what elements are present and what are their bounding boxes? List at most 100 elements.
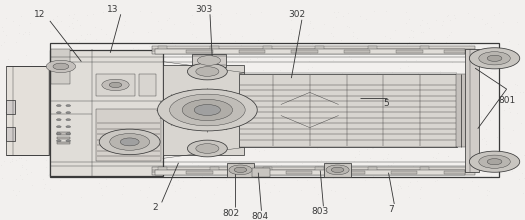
- Bar: [6, 126, 15, 141]
- Circle shape: [469, 151, 520, 172]
- Point: [261, 110, 270, 114]
- Point: [208, 15, 216, 18]
- Point: [92, 37, 101, 40]
- Point: [361, 18, 370, 21]
- Point: [470, 15, 478, 19]
- Point: [248, 127, 256, 131]
- Point: [423, 132, 431, 135]
- Point: [59, 134, 67, 138]
- Point: [271, 161, 280, 165]
- Point: [340, 196, 349, 200]
- Bar: [444, 171, 465, 174]
- Point: [418, 75, 426, 79]
- Point: [306, 93, 314, 97]
- Point: [492, 56, 501, 60]
- Point: [50, 87, 58, 90]
- Point: [104, 50, 113, 53]
- Point: [362, 160, 371, 163]
- Point: [37, 121, 45, 125]
- Point: [301, 121, 309, 124]
- Point: [19, 82, 28, 86]
- Point: [25, 33, 33, 36]
- Point: [42, 158, 50, 162]
- Point: [197, 155, 205, 159]
- Point: [51, 96, 59, 100]
- Point: [360, 73, 369, 76]
- Point: [402, 21, 411, 25]
- Point: [122, 99, 131, 102]
- Point: [466, 81, 475, 84]
- Point: [261, 105, 269, 108]
- Circle shape: [479, 52, 510, 65]
- Point: [368, 147, 376, 150]
- Bar: [420, 46, 429, 53]
- Point: [499, 108, 508, 112]
- Point: [416, 187, 425, 191]
- Point: [124, 126, 132, 129]
- Point: [46, 110, 54, 114]
- Point: [416, 185, 425, 189]
- Point: [52, 96, 61, 99]
- Circle shape: [469, 48, 520, 69]
- Point: [185, 61, 194, 64]
- Point: [161, 91, 169, 95]
- Point: [83, 32, 91, 36]
- Point: [234, 121, 243, 125]
- Point: [292, 178, 301, 182]
- Point: [455, 78, 464, 82]
- Circle shape: [182, 99, 233, 121]
- Point: [265, 142, 274, 145]
- Point: [40, 182, 49, 185]
- Point: [231, 40, 239, 43]
- Point: [243, 60, 251, 63]
- Point: [119, 75, 128, 79]
- Bar: [192, 54, 226, 67]
- Point: [101, 108, 109, 111]
- Point: [352, 137, 360, 140]
- Point: [325, 93, 333, 96]
- Point: [237, 59, 245, 63]
- Point: [145, 84, 153, 87]
- Point: [191, 106, 199, 110]
- Point: [295, 32, 303, 35]
- Point: [18, 165, 26, 169]
- Point: [405, 17, 413, 20]
- Point: [18, 150, 27, 154]
- Point: [19, 33, 28, 36]
- Point: [296, 168, 304, 171]
- Point: [166, 50, 175, 54]
- Point: [279, 132, 288, 135]
- Point: [254, 115, 262, 118]
- Point: [241, 85, 249, 88]
- Bar: [57, 137, 70, 139]
- Point: [129, 46, 137, 50]
- Bar: [444, 50, 465, 53]
- Point: [446, 103, 454, 107]
- Point: [439, 19, 447, 23]
- Point: [464, 97, 473, 100]
- Point: [511, 90, 520, 94]
- Point: [56, 192, 65, 195]
- Point: [345, 55, 354, 58]
- Point: [188, 13, 196, 16]
- Point: [287, 32, 296, 35]
- Point: [262, 109, 271, 112]
- Point: [408, 164, 417, 167]
- Point: [401, 168, 410, 171]
- Point: [372, 74, 381, 78]
- Point: [328, 145, 336, 149]
- Point: [72, 37, 80, 40]
- Point: [154, 19, 162, 22]
- Point: [311, 51, 319, 55]
- Point: [308, 99, 317, 103]
- Point: [80, 166, 89, 169]
- Point: [77, 195, 85, 199]
- Point: [387, 163, 395, 167]
- Point: [476, 115, 485, 118]
- Point: [230, 151, 238, 154]
- Point: [76, 133, 84, 136]
- Point: [87, 69, 95, 73]
- Point: [51, 148, 60, 151]
- Point: [214, 95, 223, 98]
- Point: [82, 136, 91, 140]
